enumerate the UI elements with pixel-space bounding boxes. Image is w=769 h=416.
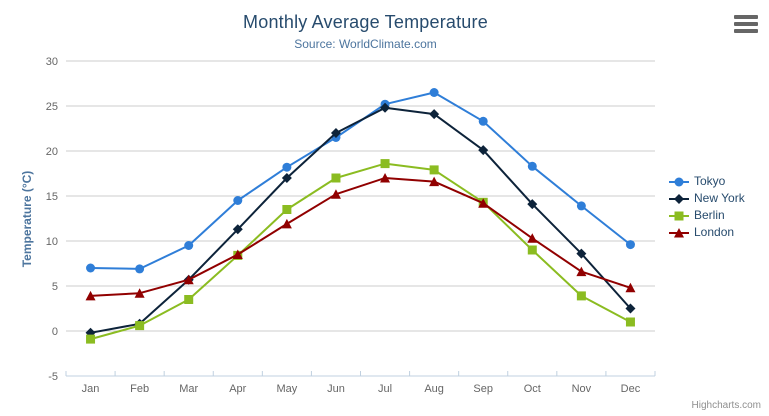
data-point-tokyo[interactable] bbox=[429, 88, 439, 97]
data-point-berlin[interactable] bbox=[380, 159, 390, 169]
data-point-london[interactable] bbox=[232, 249, 243, 260]
legend-item-label: Tokyo bbox=[694, 174, 726, 188]
data-point-london[interactable] bbox=[429, 176, 440, 187]
data-point-london[interactable] bbox=[85, 290, 96, 301]
data-point-new-york[interactable] bbox=[576, 248, 587, 259]
credits-link[interactable]: Highcharts.com bbox=[691, 400, 761, 411]
x-axis-tick-label: Apr bbox=[229, 383, 246, 395]
data-point-berlin[interactable] bbox=[527, 245, 537, 255]
legend-item-berlin[interactable]: Berlin bbox=[669, 209, 745, 222]
data-point-tokyo[interactable] bbox=[282, 162, 292, 172]
data-point-tokyo[interactable] bbox=[135, 264, 145, 274]
data-point-tokyo[interactable] bbox=[86, 263, 96, 273]
data-point-tokyo[interactable] bbox=[576, 201, 586, 211]
data-point-london[interactable] bbox=[576, 266, 587, 277]
data-point-london[interactable] bbox=[625, 282, 636, 293]
x-axis-tick-label: Aug bbox=[424, 383, 444, 395]
data-point-new-york[interactable] bbox=[527, 199, 538, 210]
legend-marker-diamond-icon bbox=[669, 193, 689, 204]
chart-title: Monthly Average Temperature bbox=[243, 12, 488, 32]
x-axis-tick-label: Mar bbox=[179, 383, 198, 395]
legend-item-label: Berlin bbox=[694, 208, 725, 222]
data-point-berlin[interactable] bbox=[282, 205, 292, 214]
legend-item-label: London bbox=[694, 225, 735, 239]
data-point-berlin[interactable] bbox=[429, 165, 439, 175]
data-point-new-york[interactable] bbox=[380, 102, 391, 113]
x-axis-tick-label: Jan bbox=[82, 383, 100, 395]
data-point-berlin[interactable] bbox=[184, 295, 194, 304]
data-point-london[interactable] bbox=[330, 189, 341, 199]
chart-subtitle: Source: WorldClimate.com bbox=[294, 37, 437, 51]
y-axis-tick-label: 5 bbox=[52, 281, 58, 293]
x-axis-tick-label: Jul bbox=[378, 383, 392, 395]
legend-marker-triangle-icon bbox=[669, 227, 689, 237]
x-axis-tick-label: Dec bbox=[621, 383, 641, 395]
data-point-new-york[interactable] bbox=[281, 173, 292, 183]
x-axis-tick-label: Sep bbox=[473, 383, 493, 395]
legend-marker-square-icon bbox=[669, 211, 689, 220]
data-point-berlin[interactable] bbox=[135, 321, 145, 331]
chart-context-menu-button[interactable] bbox=[732, 13, 760, 35]
data-point-london[interactable] bbox=[183, 274, 194, 285]
x-axis-tick-label: Oct bbox=[524, 383, 541, 395]
x-axis-tick-label: Nov bbox=[572, 383, 592, 395]
data-point-new-york[interactable] bbox=[478, 145, 489, 156]
x-axis-tick-label: Jun bbox=[327, 383, 345, 395]
y-axis-tick-label: -5 bbox=[48, 371, 58, 383]
series-line-london bbox=[89, 177, 632, 297]
hamburger-icon bbox=[734, 15, 758, 33]
series-line-tokyo bbox=[89, 91, 632, 270]
legend-item-london[interactable]: London bbox=[669, 226, 745, 239]
series-line-new-york bbox=[89, 106, 632, 334]
data-point-london[interactable] bbox=[527, 233, 538, 243]
y-axis-tick-label: 20 bbox=[46, 146, 58, 158]
data-point-tokyo[interactable] bbox=[184, 241, 194, 250]
data-point-london[interactable] bbox=[380, 173, 391, 183]
data-point-berlin[interactable] bbox=[576, 291, 586, 301]
legend-item-new-york[interactable]: New York bbox=[669, 192, 745, 205]
data-point-new-york[interactable] bbox=[232, 224, 243, 235]
y-axis-tick-label: 30 bbox=[46, 56, 58, 68]
data-point-london[interactable] bbox=[281, 218, 292, 229]
legend-marker-circle-icon bbox=[669, 177, 689, 186]
legend: Tokyo New York Berlin London bbox=[669, 175, 745, 239]
legend-item-tokyo[interactable]: Tokyo bbox=[669, 175, 745, 188]
data-point-new-york[interactable] bbox=[625, 303, 636, 314]
data-point-new-york[interactable] bbox=[429, 109, 440, 120]
data-point-berlin[interactable] bbox=[625, 317, 635, 327]
y-axis-tick-label: 15 bbox=[46, 191, 58, 203]
data-point-london[interactable] bbox=[134, 288, 145, 298]
data-point-berlin[interactable] bbox=[331, 173, 341, 183]
data-point-tokyo[interactable] bbox=[527, 161, 537, 171]
x-axis-tick-label: Feb bbox=[130, 383, 149, 395]
data-point-london[interactable] bbox=[478, 198, 489, 208]
data-point-tokyo[interactable] bbox=[478, 116, 488, 126]
legend-item-label: New York bbox=[694, 191, 745, 205]
y-axis-tick-label: 0 bbox=[52, 326, 58, 338]
series-line-berlin bbox=[89, 162, 632, 341]
data-point-new-york[interactable] bbox=[330, 128, 341, 138]
x-axis-tick-label: May bbox=[276, 383, 297, 395]
y-axis-title: Temperature (°C) bbox=[20, 170, 34, 268]
data-point-tokyo[interactable] bbox=[625, 240, 635, 250]
y-axis-tick-label: 25 bbox=[46, 101, 58, 113]
data-point-tokyo[interactable] bbox=[233, 196, 243, 205]
y-axis-tick-label: 10 bbox=[46, 236, 58, 248]
data-point-berlin[interactable] bbox=[86, 334, 96, 344]
